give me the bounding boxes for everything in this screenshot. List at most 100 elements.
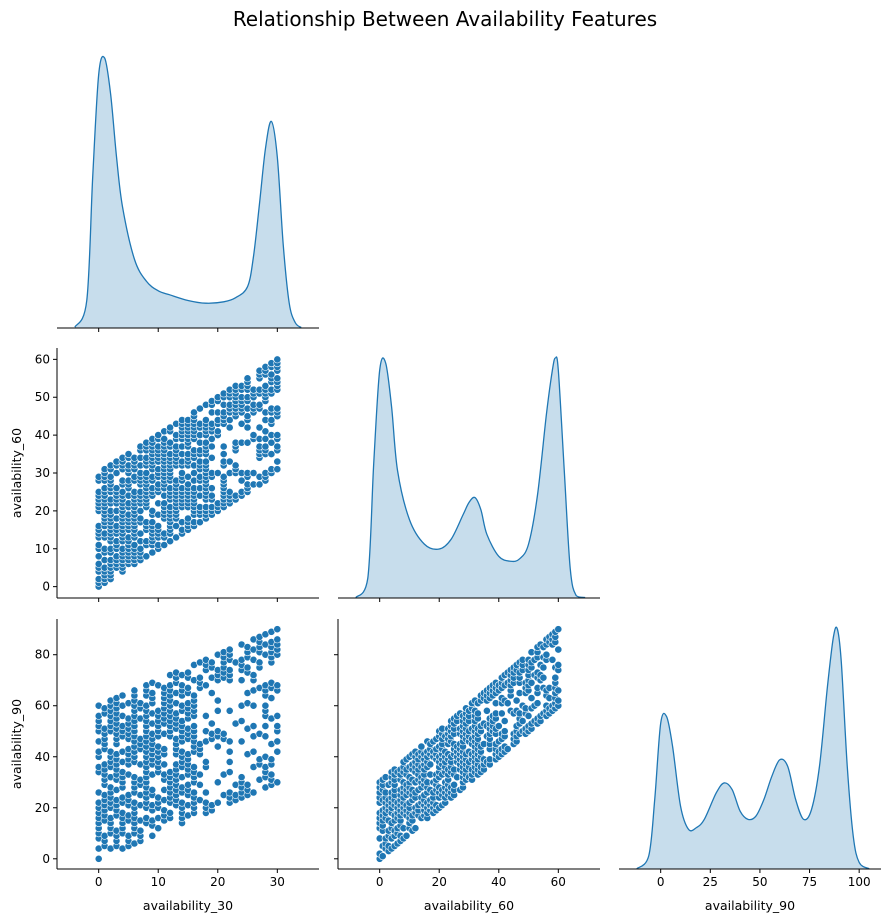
scatter-point: [213, 696, 222, 705]
scatter-point: [195, 518, 204, 527]
scatter-point: [402, 831, 411, 840]
scatter-point: [207, 719, 216, 728]
scatter-point: [160, 745, 169, 753]
scatter-point: [267, 416, 276, 424]
scatter-point: [184, 480, 192, 489]
scatter-point: [201, 788, 210, 797]
scatter-point: [225, 645, 234, 654]
scatter-point: [195, 404, 204, 413]
scatter-point: [195, 770, 204, 779]
x-tick-label: 0: [657, 875, 665, 889]
scatter-point: [273, 431, 282, 439]
scatter-point: [190, 763, 198, 771]
y-axis-label: availability_60: [9, 428, 24, 518]
scatter-point: [273, 747, 282, 756]
scatter-point: [273, 625, 282, 634]
scatter-point: [148, 548, 157, 557]
scatter-point: [154, 824, 163, 833]
scatter-point: [261, 722, 270, 730]
scatter-point: [273, 465, 282, 474]
scatter-point: [225, 666, 234, 674]
scatter-point: [533, 699, 542, 708]
scatter-point: [207, 491, 216, 500]
scatter-point: [142, 469, 151, 477]
y-tick-label: 0: [42, 852, 50, 866]
scatter-point: [225, 768, 234, 776]
scatter-point: [261, 442, 270, 451]
scatter-point: [213, 742, 222, 751]
scatter-point: [267, 755, 276, 764]
scatter-point: [94, 560, 103, 568]
scatter-point: [273, 712, 282, 720]
scatter-point: [243, 663, 252, 672]
scatter-point: [184, 514, 192, 523]
scatter-point: [213, 469, 222, 477]
scatter-point: [273, 404, 282, 413]
scatter-point: [249, 701, 258, 710]
scatter-point: [94, 552, 103, 561]
scatter-point: [207, 689, 216, 697]
scatter-point: [237, 419, 246, 428]
y-tick-label: 50: [35, 390, 50, 404]
scatter-point: [160, 499, 169, 508]
scatter-point: [213, 798, 222, 807]
scatter-point: [207, 484, 216, 493]
scatter-point: [255, 400, 264, 409]
scatter-point: [112, 484, 121, 493]
scatter-point: [225, 487, 234, 496]
scatter-point: [201, 416, 210, 424]
x-tick-label: 0: [376, 875, 384, 889]
y-tick-label: 80: [35, 648, 50, 662]
scatter-point: [118, 691, 127, 700]
kde-line-availability_90: [636, 626, 870, 870]
scatter-point: [130, 541, 139, 549]
scatter-point: [124, 450, 133, 458]
scatter-point: [136, 826, 145, 835]
scatter-point: [207, 453, 216, 462]
scatter-point: [136, 506, 145, 515]
scatter-point: [148, 831, 157, 840]
scatter-point: [195, 780, 204, 789]
scatter-point: [237, 737, 246, 746]
scatter-point: [273, 722, 282, 730]
scatter-point: [261, 732, 270, 741]
scatter-point: [255, 658, 264, 667]
scatter-point: [148, 506, 157, 515]
scatter-point: [500, 727, 509, 736]
scatter-point: [237, 676, 246, 685]
scatter-point: [136, 514, 145, 523]
scatter-point: [554, 625, 563, 634]
scatter-point: [524, 712, 533, 720]
scatter-point: [494, 722, 503, 730]
scatter-point: [273, 737, 282, 746]
scatter-point: [503, 745, 512, 753]
scatter-point: [178, 469, 186, 477]
scatter-point: [497, 709, 506, 718]
scatter-point: [261, 427, 270, 436]
x-tick-label: 50: [752, 875, 767, 889]
scatter-point: [201, 681, 210, 690]
scatter-point: [142, 552, 151, 561]
scatter-point: [378, 852, 387, 861]
scatter-point: [267, 770, 276, 779]
y-tick-label: 40: [35, 428, 50, 442]
scatter-point: [417, 742, 426, 751]
scatter-point: [130, 686, 139, 695]
scatter-point: [184, 668, 192, 677]
scatter-point: [112, 469, 121, 477]
scatter-point: [219, 472, 228, 481]
scatter-point: [213, 427, 222, 436]
scatter-point: [207, 434, 216, 443]
scatter-point: [554, 696, 563, 705]
scatter-point: [184, 684, 192, 692]
scatter-availability_30-vs-availability_90: [94, 625, 282, 863]
x-tick-label: 100: [848, 875, 871, 889]
scatter-point: [267, 370, 276, 379]
scatter-point: [195, 673, 204, 682]
scatter-point: [482, 706, 491, 715]
scatter-point: [207, 658, 216, 667]
scatter-point: [512, 696, 521, 705]
scatter-availability_30-vs-availability_60: [94, 355, 282, 591]
x-axis-label: availability_30: [143, 898, 233, 913]
